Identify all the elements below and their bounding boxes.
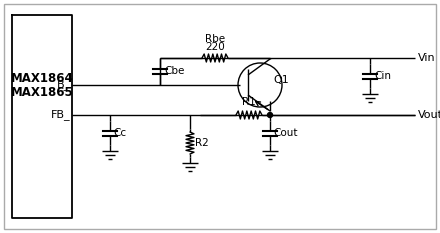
Circle shape	[268, 113, 272, 117]
Text: Vout: Vout	[418, 110, 440, 120]
Text: Q1: Q1	[273, 75, 289, 85]
Text: R2: R2	[195, 138, 209, 148]
Text: MAX1865: MAX1865	[11, 86, 73, 99]
Text: Rbe: Rbe	[205, 34, 225, 44]
Text: FB_: FB_	[50, 110, 70, 120]
Text: Cout: Cout	[273, 128, 297, 138]
Text: Cin: Cin	[374, 71, 391, 81]
Text: R1: R1	[242, 97, 256, 107]
Text: B_: B_	[57, 79, 70, 90]
Text: Cbe: Cbe	[164, 66, 184, 76]
Text: Vin: Vin	[418, 53, 436, 63]
Text: Cc: Cc	[113, 128, 126, 138]
Text: 220: 220	[205, 42, 225, 52]
Text: MAX1864: MAX1864	[11, 72, 73, 85]
